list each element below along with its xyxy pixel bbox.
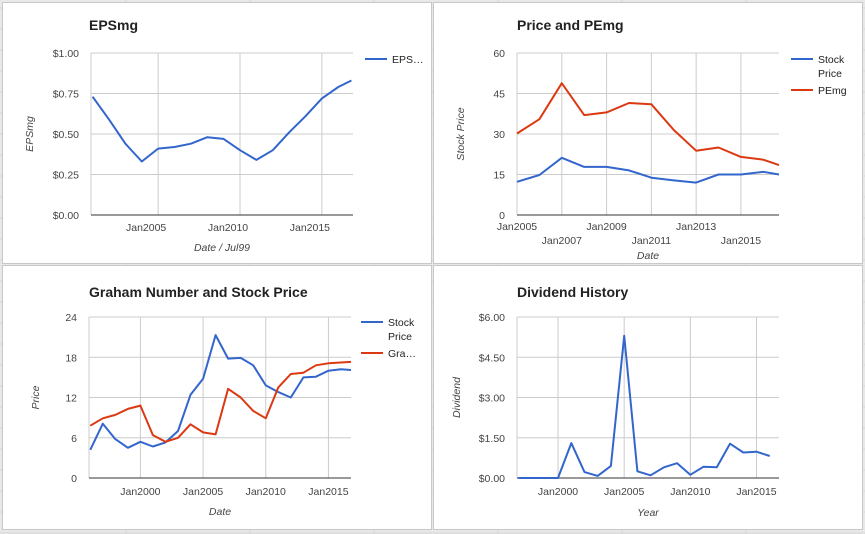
x-tick-label: Jan2005: [497, 221, 537, 233]
x-tick-label: Jan2005: [126, 222, 166, 234]
series-line-pemg: [516, 82, 780, 167]
x-tick-label: Jan2010: [246, 486, 286, 498]
y-tick-label: $4.50: [479, 352, 505, 364]
price-pe-chart: 0 15 30 45 60 Jan2005 Jan2007 Jan2009 Jan2011 Jan…: [455, 17, 847, 262]
y-tick-label: $0.25: [53, 170, 79, 182]
eps-chart: $0.00 $0.25 $0.50 $0.75 $1.00 Jan2005 Jan2010 J…: [24, 17, 424, 254]
y-tick-label: $0.00: [53, 210, 79, 222]
x-tick-label: Jan2015: [721, 235, 761, 247]
y-tick-label: 6: [71, 433, 77, 445]
x-axis-label: Date: [637, 250, 659, 262]
x-tick-label: Jan2009: [586, 221, 626, 233]
y-tick-label: $6.00: [479, 312, 505, 324]
y-tick-label: $1.00: [53, 48, 79, 60]
x-tick-label: Jan2011: [632, 235, 672, 247]
y-axis-label: EPSmg: [24, 116, 36, 152]
y-tick-label: $3.00: [479, 393, 505, 405]
x-tick-label: Jan2007: [542, 235, 582, 247]
x-tick-label: Jan2015: [736, 486, 776, 498]
y-tick-label: 0: [71, 473, 77, 485]
legend-label: Stock: [388, 317, 415, 329]
graham-chart-panel: 0 6 12 18 24 Jan2000 Jan2005 Jan2010 Jan2015 Grah…: [2, 265, 432, 530]
x-axis-label: Date / Jul99: [194, 242, 250, 254]
chart-title: Graham Number and Stock Price: [89, 284, 308, 300]
dividend-chart-panel: $0.00 $1.50 $3.00 $4.50 $6.00 Jan2000 Jan2005 J…: [433, 265, 863, 530]
chart-title: Dividend History: [517, 284, 628, 300]
dividend-chart: $0.00 $1.50 $3.00 $4.50 $6.00 Jan2000 Jan2005 J…: [451, 284, 779, 519]
eps-chart-panel: $0.00 $0.25 $0.50 $0.75 $1.00 Jan2005 Jan2010 J…: [2, 2, 432, 264]
x-tick-label: Jan2000: [538, 486, 578, 498]
legend-label: PEmg: [818, 85, 847, 97]
legend-label: Price: [388, 331, 412, 343]
y-tick-label: 60: [493, 48, 505, 60]
legend-label: Gra…: [388, 348, 416, 360]
x-tick-label: Jan2005: [604, 486, 644, 498]
series-line-stock-price: [516, 156, 780, 184]
graham-chart: 0 6 12 18 24 Jan2000 Jan2005 Jan2010 Jan2015 Grah…: [30, 284, 416, 518]
y-tick-label: 45: [493, 89, 505, 101]
y-tick-label: 30: [493, 129, 505, 141]
y-tick-label: 15: [493, 170, 505, 182]
y-axis-label: Stock Price: [455, 107, 467, 160]
y-tick-label: $0.75: [53, 89, 79, 101]
legend-label: Stock: [818, 54, 845, 66]
x-tick-label: Jan2015: [308, 486, 348, 498]
legend-label: Price: [818, 68, 842, 80]
x-tick-label: Jan2010: [670, 486, 710, 498]
series-line-dividend: [518, 334, 771, 479]
x-tick-label: Jan2015: [290, 222, 330, 234]
y-tick-label: 18: [65, 352, 77, 364]
chart-title: EPSmg: [89, 17, 138, 33]
y-tick-label: $0.00: [479, 473, 505, 485]
x-tick-label: Jan2010: [208, 222, 248, 234]
legend-label: EPS…: [392, 54, 424, 66]
price-pe-chart-panel: 0 15 30 45 60 Jan2005 Jan2007 Jan2009 Jan2011 Jan…: [433, 2, 863, 264]
series-line-gra-: [89, 360, 352, 443]
x-axis-label: Date: [209, 506, 231, 518]
y-tick-label: $0.50: [53, 129, 79, 141]
y-axis-label: Price: [30, 385, 42, 409]
series-line-eps-: [91, 79, 352, 163]
x-axis-label: Year: [637, 507, 659, 519]
x-tick-label: Jan2005: [183, 486, 223, 498]
x-tick-label: Jan2013: [676, 221, 716, 233]
x-tick-label: Jan2000: [120, 486, 160, 498]
series-line-stock-price: [89, 334, 352, 451]
y-tick-label: 12: [65, 393, 77, 405]
y-axis-label: Dividend: [451, 376, 463, 418]
y-tick-label: 24: [65, 312, 77, 324]
y-tick-label: 0: [499, 210, 505, 222]
chart-title: Price and PEmg: [517, 17, 624, 33]
y-tick-label: $1.50: [479, 433, 505, 445]
